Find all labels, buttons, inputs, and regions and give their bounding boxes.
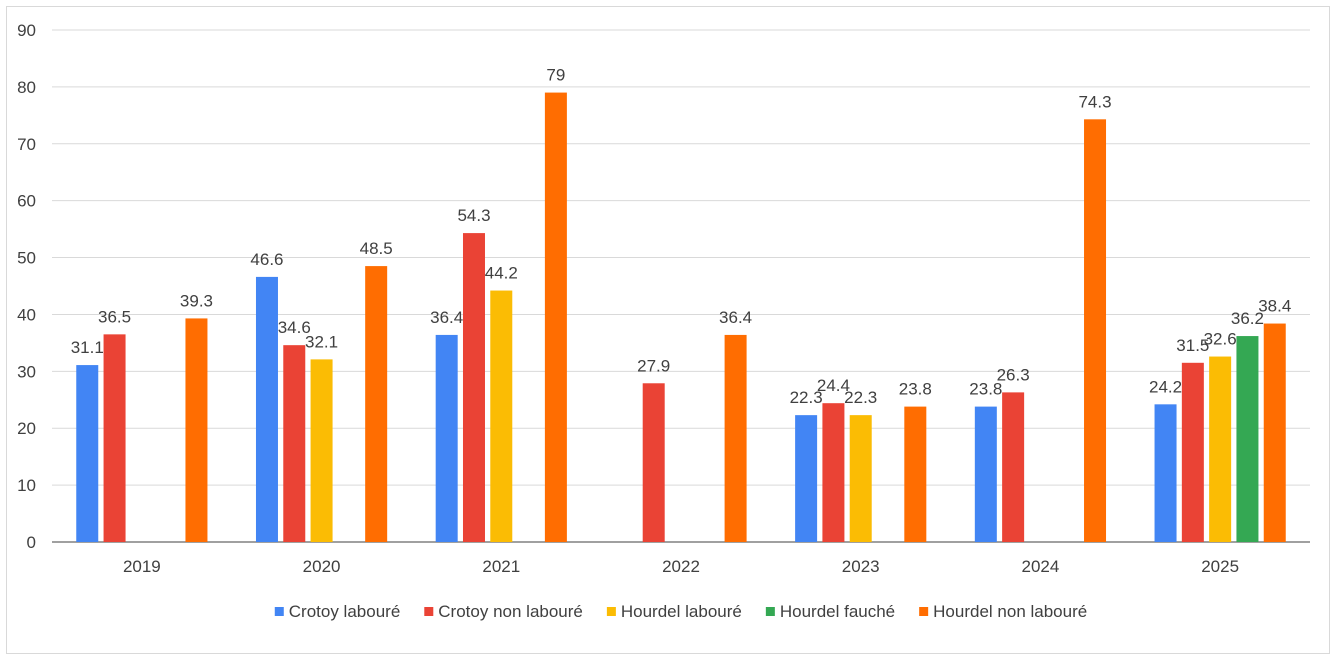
data-label: 27.9 [637, 356, 670, 375]
bar [795, 415, 818, 542]
data-label: 32.1 [305, 332, 338, 351]
bar [435, 334, 458, 542]
data-label: 44.2 [485, 264, 518, 283]
data-label: 24.4 [817, 376, 850, 395]
y-tick-label: 30 [17, 362, 36, 381]
bar [1263, 323, 1286, 542]
data-label: 79 [546, 66, 565, 85]
data-label: 74.3 [1078, 92, 1111, 111]
bar [849, 415, 872, 542]
data-label: 31.5 [1176, 336, 1209, 355]
data-label: 36.2 [1231, 309, 1264, 328]
data-label: 36.5 [98, 307, 131, 326]
bar [76, 365, 99, 542]
y-tick-label: 10 [17, 476, 36, 495]
data-label: 39.3 [180, 291, 213, 310]
y-tick-label: 20 [17, 419, 36, 438]
data-label: 31.1 [71, 338, 104, 357]
data-label: 24.2 [1149, 377, 1182, 396]
data-label: 54.3 [457, 206, 490, 225]
bar [904, 406, 927, 542]
bar [490, 290, 513, 542]
data-label: 34.6 [278, 318, 311, 337]
data-label: 22.3 [844, 388, 877, 407]
bar [103, 334, 126, 542]
y-tick-label: 40 [17, 305, 36, 324]
legend-swatch [765, 607, 775, 616]
data-label: 26.3 [997, 365, 1030, 384]
legend-swatch [274, 607, 284, 616]
data-label: 46.6 [250, 250, 283, 269]
bar [283, 345, 306, 542]
data-label: 48.5 [360, 239, 393, 258]
x-tick-label: 2019 [123, 557, 161, 576]
bar [1084, 119, 1107, 542]
bar [822, 403, 845, 542]
legend-label: Hourdel labouré [621, 602, 742, 621]
bar [1209, 356, 1232, 542]
data-label: 38.4 [1258, 297, 1291, 316]
x-tick-label: 2025 [1201, 557, 1239, 576]
legend-label: Crotoy non labouré [438, 602, 583, 621]
chart-frame [6, 6, 1330, 654]
bar [310, 359, 333, 542]
x-tick-label: 2020 [303, 557, 341, 576]
bar [1236, 336, 1259, 542]
y-tick-label: 90 [17, 21, 36, 40]
data-label: 23.8 [969, 380, 1002, 399]
data-label: 36.4 [430, 308, 463, 327]
legend-swatch [606, 607, 616, 616]
legend-swatch [424, 607, 434, 616]
bar [185, 318, 208, 542]
legend-label: Crotoy labouré [289, 602, 401, 621]
y-tick-label: 60 [17, 192, 36, 211]
data-label: 23.8 [899, 380, 932, 399]
bar [255, 276, 278, 542]
legend-label: Hourdel fauché [780, 602, 895, 621]
bar [642, 383, 665, 542]
data-label: 22.3 [790, 388, 823, 407]
bar [1154, 404, 1177, 542]
bar [1002, 392, 1025, 542]
data-label: 36.4 [719, 308, 752, 327]
x-tick-label: 2021 [482, 557, 520, 576]
x-tick-label: 2024 [1022, 557, 1060, 576]
x-tick-label: 2023 [842, 557, 880, 576]
legend-label: Hourdel non labouré [933, 602, 1087, 621]
y-tick-label: 50 [17, 249, 36, 268]
bar [462, 233, 485, 543]
legend-swatch [919, 607, 929, 616]
y-tick-label: 80 [17, 78, 36, 97]
bar [544, 92, 567, 543]
y-tick-label: 70 [17, 135, 36, 154]
bar [1181, 362, 1204, 542]
bar [724, 334, 747, 542]
data-label: 32.6 [1204, 330, 1237, 349]
x-tick-label: 2022 [662, 557, 700, 576]
bar [974, 406, 997, 542]
bar [365, 266, 388, 542]
y-tick-label: 0 [27, 533, 36, 552]
